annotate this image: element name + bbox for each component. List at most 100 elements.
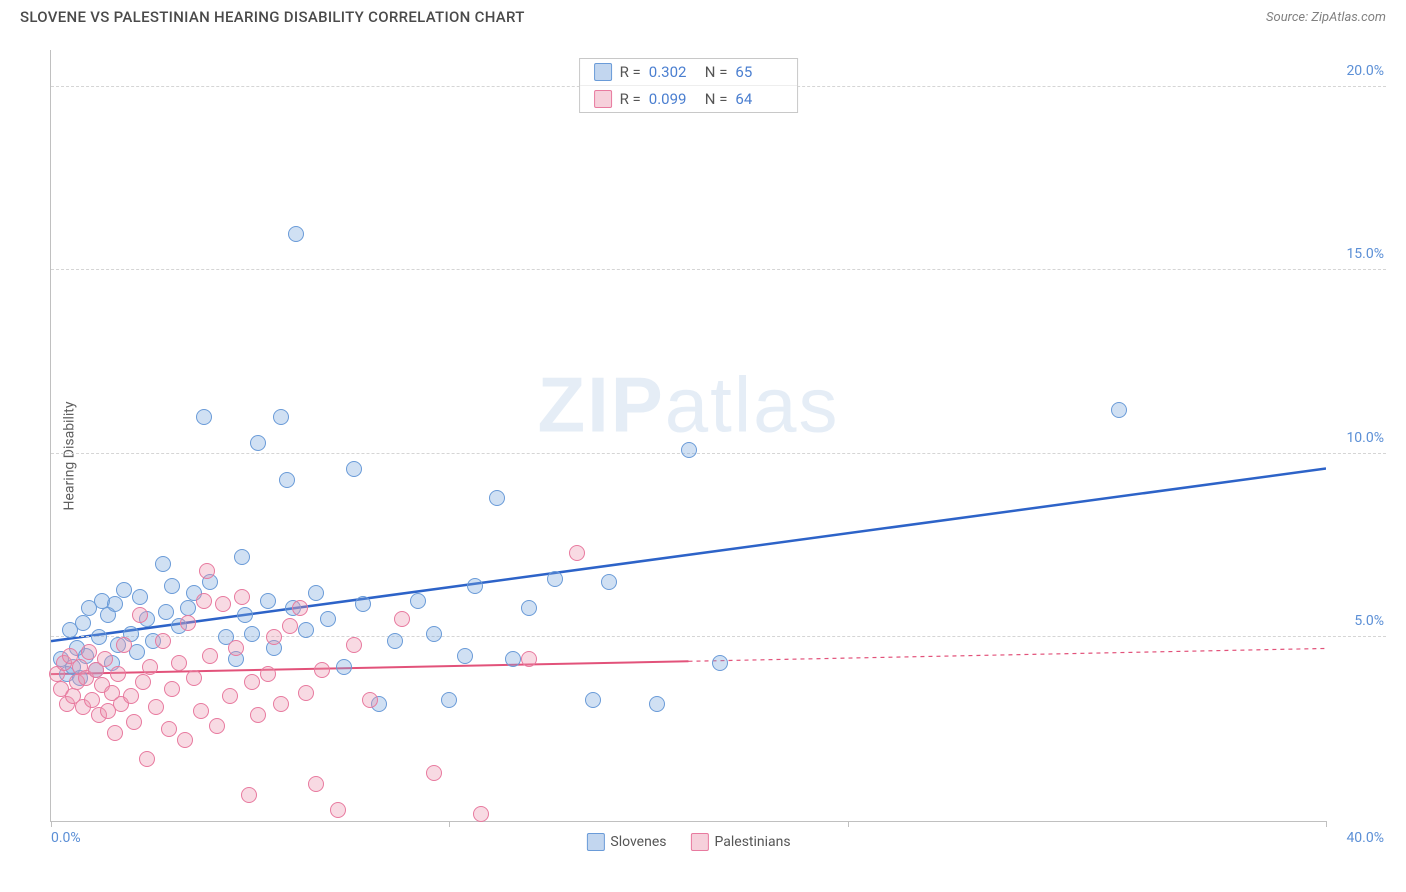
data-point bbox=[521, 651, 537, 667]
data-point bbox=[473, 806, 489, 822]
watermark-atlas: atlas bbox=[665, 360, 840, 448]
data-point bbox=[681, 442, 697, 458]
data-point bbox=[521, 600, 537, 616]
stats-legend-row-pink: R = 0.099 N = 64 bbox=[580, 85, 798, 112]
data-point bbox=[314, 662, 330, 678]
chart-header: SLOVENE VS PALESTINIAN HEARING DISABILIT… bbox=[0, 0, 1406, 30]
data-point bbox=[237, 607, 253, 623]
data-point bbox=[320, 611, 336, 627]
data-point bbox=[336, 659, 352, 675]
data-point bbox=[222, 688, 238, 704]
data-point bbox=[244, 626, 260, 642]
data-point bbox=[330, 802, 346, 818]
data-point bbox=[180, 615, 196, 631]
data-point bbox=[209, 718, 225, 734]
data-point bbox=[126, 714, 142, 730]
data-point bbox=[250, 435, 266, 451]
data-point bbox=[362, 692, 378, 708]
chart-title: SLOVENE VS PALESTINIAN HEARING DISABILIT… bbox=[20, 8, 525, 26]
data-point bbox=[298, 622, 314, 638]
data-point bbox=[186, 670, 202, 686]
data-point bbox=[91, 629, 107, 645]
data-point bbox=[132, 607, 148, 623]
data-point bbox=[164, 681, 180, 697]
n-value-blue: 65 bbox=[735, 63, 783, 81]
data-point bbox=[308, 776, 324, 792]
legend-item-palestinians: Palestinians bbox=[690, 833, 790, 851]
series-legend: Slovenes Palestinians bbox=[586, 833, 790, 851]
data-point bbox=[292, 600, 308, 616]
data-point bbox=[202, 648, 218, 664]
x-tick-label: 0.0% bbox=[51, 830, 81, 846]
data-point bbox=[298, 685, 314, 701]
data-point bbox=[139, 751, 155, 767]
data-point bbox=[547, 571, 563, 587]
data-point bbox=[110, 666, 126, 682]
data-point bbox=[228, 640, 244, 656]
n-label: N = bbox=[705, 90, 728, 108]
n-label: N = bbox=[705, 63, 728, 81]
data-point bbox=[288, 226, 304, 242]
data-point bbox=[426, 765, 442, 781]
x-tick bbox=[1326, 821, 1327, 827]
data-point bbox=[132, 589, 148, 605]
data-point bbox=[273, 696, 289, 712]
data-point bbox=[196, 409, 212, 425]
data-point bbox=[97, 651, 113, 667]
swatch-pink-icon bbox=[594, 90, 612, 108]
y-tick-label: 10.0% bbox=[1346, 430, 1384, 446]
data-point bbox=[107, 725, 123, 741]
data-point bbox=[712, 655, 728, 671]
legend-label: Palestinians bbox=[714, 834, 790, 850]
data-point bbox=[441, 692, 457, 708]
data-point bbox=[135, 674, 151, 690]
data-point bbox=[148, 699, 164, 715]
data-point bbox=[467, 578, 483, 594]
data-point bbox=[505, 651, 521, 667]
chart-source: Source: ZipAtlas.com bbox=[1266, 10, 1386, 25]
data-point bbox=[569, 545, 585, 561]
x-tick bbox=[51, 821, 52, 827]
watermark: ZIPatlas bbox=[537, 359, 839, 450]
data-point bbox=[308, 585, 324, 601]
y-tick-label: 5.0% bbox=[1354, 613, 1384, 629]
data-point bbox=[215, 596, 231, 612]
data-point bbox=[250, 707, 266, 723]
swatch-blue-icon bbox=[586, 833, 604, 851]
data-point bbox=[649, 696, 665, 712]
y-tick-label: 20.0% bbox=[1346, 63, 1384, 79]
data-point bbox=[601, 574, 617, 590]
data-point bbox=[234, 589, 250, 605]
data-point bbox=[177, 732, 193, 748]
chart-container: Hearing Disability ZIPatlas R = 0.302 N … bbox=[50, 50, 1386, 862]
data-point bbox=[75, 615, 91, 631]
trend-lines bbox=[51, 50, 1326, 821]
swatch-pink-icon bbox=[690, 833, 708, 851]
data-point bbox=[266, 629, 282, 645]
data-point bbox=[158, 604, 174, 620]
data-point bbox=[387, 633, 403, 649]
stats-legend-row-blue: R = 0.302 N = 65 bbox=[580, 59, 798, 85]
data-point bbox=[180, 600, 196, 616]
data-point bbox=[426, 626, 442, 642]
gridline bbox=[51, 453, 1386, 454]
data-point bbox=[279, 472, 295, 488]
n-value-pink: 64 bbox=[735, 90, 783, 108]
data-point bbox=[81, 644, 97, 660]
r-value-blue: 0.302 bbox=[649, 63, 697, 81]
data-point bbox=[164, 578, 180, 594]
data-point bbox=[282, 618, 298, 634]
data-point bbox=[1111, 402, 1127, 418]
data-point bbox=[171, 655, 187, 671]
data-point bbox=[273, 409, 289, 425]
data-point bbox=[199, 563, 215, 579]
data-point bbox=[116, 582, 132, 598]
data-point bbox=[155, 556, 171, 572]
data-point bbox=[142, 659, 158, 675]
x-tick bbox=[449, 821, 450, 827]
data-point bbox=[346, 637, 362, 653]
data-point bbox=[241, 787, 257, 803]
gridline bbox=[51, 269, 1386, 270]
data-point bbox=[394, 611, 410, 627]
data-point bbox=[123, 688, 139, 704]
